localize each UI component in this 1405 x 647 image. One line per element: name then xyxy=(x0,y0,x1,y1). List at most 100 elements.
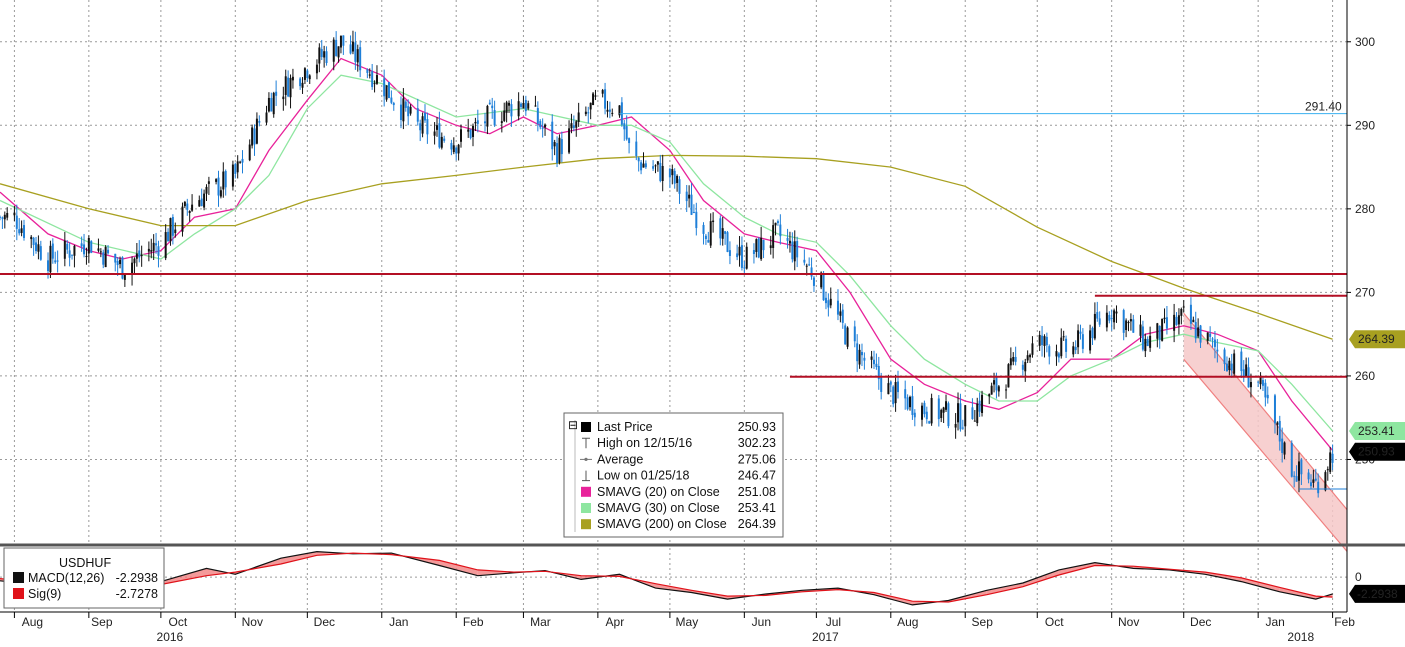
candle-body xyxy=(3,214,6,220)
legend-box xyxy=(563,412,784,538)
candle-body xyxy=(1062,336,1065,338)
x-tick-label: Jan xyxy=(1265,615,1284,629)
candle-body xyxy=(1245,364,1248,377)
legend-collapse-icon[interactable]: ⊟ xyxy=(568,418,578,432)
candle-body xyxy=(1331,453,1334,463)
candle-body xyxy=(719,218,722,239)
candle-body xyxy=(1283,442,1286,455)
candle-body xyxy=(402,98,405,122)
candle-body xyxy=(1233,353,1236,374)
candle-body xyxy=(870,356,873,360)
price-label-box xyxy=(1349,330,1405,349)
channel-fill xyxy=(1183,313,1347,552)
candle-body xyxy=(138,250,141,258)
candle-body xyxy=(973,420,976,422)
candle-body xyxy=(909,396,912,408)
candle-body xyxy=(368,74,371,76)
price-panel xyxy=(0,0,1348,552)
candle-body xyxy=(1194,321,1197,339)
candle-body xyxy=(1156,323,1159,339)
candle-body xyxy=(846,327,849,347)
candle-body xyxy=(205,186,208,194)
candle-body xyxy=(544,124,547,128)
candle-body xyxy=(1317,481,1320,494)
candle-body xyxy=(508,102,511,106)
candle-body xyxy=(1024,361,1027,372)
price-grid xyxy=(0,0,1347,543)
candle-body xyxy=(752,250,755,254)
candle-body xyxy=(993,380,996,385)
candle-body xyxy=(231,164,234,187)
price-label: 253.41 xyxy=(1358,424,1395,438)
candle-body xyxy=(1072,346,1075,355)
candle-body xyxy=(1031,343,1034,355)
candle-body xyxy=(1329,452,1332,472)
price-label: 291.40 xyxy=(1305,100,1342,114)
candle-body xyxy=(303,68,306,80)
y-tick-label: 270 xyxy=(1355,285,1375,299)
candle-body xyxy=(1129,319,1132,322)
candle-body xyxy=(121,257,124,279)
candle-body xyxy=(181,206,184,232)
candle-body xyxy=(383,78,386,97)
candle-body xyxy=(191,204,194,211)
candle-body xyxy=(928,421,931,424)
legend-label: High on 12/15/16 xyxy=(597,436,692,450)
candle-body xyxy=(921,405,924,420)
candle-body xyxy=(1122,310,1125,333)
candle-body xyxy=(1228,360,1231,371)
x-year-label: 2018 xyxy=(1287,630,1314,644)
candle-body xyxy=(587,112,590,114)
legend-value: 246.47 xyxy=(738,469,776,483)
candle-body xyxy=(32,237,35,246)
candle-body xyxy=(1266,394,1269,399)
macd-diff-fill xyxy=(986,583,1023,595)
candle-body xyxy=(860,351,863,356)
candle-body xyxy=(183,201,186,207)
candle-body xyxy=(880,377,883,392)
candle-body xyxy=(704,235,707,239)
candle-body xyxy=(287,77,290,97)
x-tick-label: Feb xyxy=(1334,615,1355,629)
candle-body xyxy=(673,170,676,184)
candle-body xyxy=(198,200,201,207)
candle-body xyxy=(200,198,203,207)
candle-body xyxy=(491,105,494,109)
candle-body xyxy=(1041,335,1044,346)
candle-body xyxy=(1074,346,1077,351)
candle-body xyxy=(460,129,463,142)
candle-body xyxy=(695,211,698,229)
candle-body xyxy=(97,248,100,251)
candle-body xyxy=(236,161,239,173)
candle-body xyxy=(457,144,460,154)
x-tick-label: Oct xyxy=(1045,615,1064,629)
candle-body xyxy=(1264,382,1267,398)
candle-body xyxy=(1249,382,1252,388)
legend-label: Last Price xyxy=(597,420,653,434)
candle-body xyxy=(373,83,376,85)
candle-body xyxy=(37,244,40,252)
x-tick-label: Jun xyxy=(752,615,771,629)
legend-label: SMAVG (30) on Close xyxy=(597,501,720,515)
candle-body xyxy=(911,396,914,415)
candle-body xyxy=(1113,310,1116,323)
reference-lines xyxy=(0,113,1347,490)
candle-body xyxy=(827,300,830,308)
candle-body xyxy=(757,238,760,258)
candle-body xyxy=(6,212,9,218)
legend-value: 302.23 xyxy=(738,436,776,450)
candle-body xyxy=(469,129,472,139)
candle-body xyxy=(1045,336,1048,346)
candle-body xyxy=(1209,333,1212,337)
candle-body xyxy=(606,109,609,112)
candle-body xyxy=(455,147,458,154)
legend-value: 275.06 xyxy=(738,452,776,466)
ma-line xyxy=(0,74,1334,432)
candle-body xyxy=(123,274,126,280)
x-tick-label: Aug xyxy=(22,615,43,629)
candle-body xyxy=(1230,363,1233,371)
candle-body xyxy=(618,105,621,116)
candle-body xyxy=(18,229,21,234)
candle-body xyxy=(1115,311,1118,314)
